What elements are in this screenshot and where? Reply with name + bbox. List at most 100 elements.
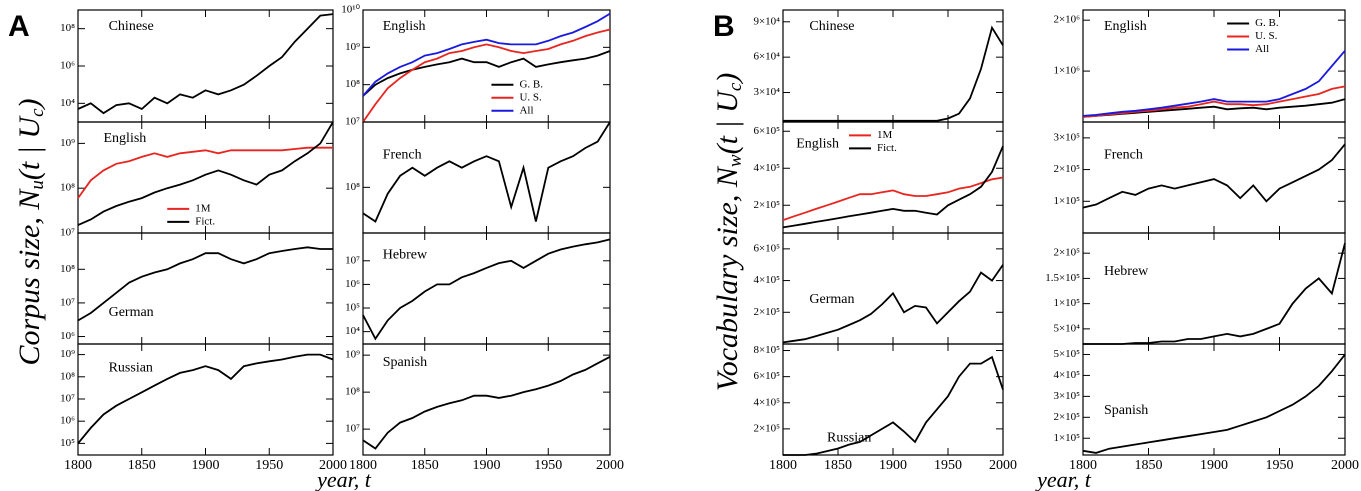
y-axis-label-part: w [725, 154, 746, 167]
series-line [77, 121, 334, 226]
y-tick-label: 10⁸ [60, 22, 75, 34]
y-tick-label: 10⁷ [345, 254, 360, 266]
panel-frame [782, 343, 1004, 456]
series-line [1082, 143, 1346, 209]
panel: 3×10⁴ 6×10⁴ 9×10⁴ Chinese [753, 9, 1004, 123]
y-tick-label: 10⁷ [345, 423, 360, 435]
x-tick-label: 1900 [879, 458, 907, 473]
y-tick-label: 3×10⁵ [1053, 390, 1080, 402]
y-tick-label: 2×10⁵ [753, 306, 780, 318]
panel-title: Spanish [1104, 403, 1148, 418]
y-tick-label: 6×10⁵ [753, 125, 780, 137]
x-tick-label: 1900 [473, 458, 501, 473]
panel-title: Hebrew [383, 247, 428, 262]
series-line [782, 264, 1004, 344]
panel: 10⁶ 10⁷ 10⁸ German [60, 232, 334, 345]
legend-label: U. S. [519, 91, 542, 103]
x-tick-label: 2000 [989, 458, 1017, 473]
x-tick-label: 1950 [534, 458, 562, 473]
x-tick-label: 1950 [1266, 458, 1294, 473]
y-tick-label: 2×10⁵ [1053, 163, 1080, 175]
x-tick-label: 1800 [349, 458, 377, 473]
panel-title: French [383, 148, 422, 163]
series-line [77, 246, 333, 322]
x-tick-label: 1850 [128, 458, 156, 473]
y-tick-label: 9×10⁴ [753, 15, 780, 27]
legend-label: All [1255, 43, 1269, 55]
y-tick-label: 1.5×10⁵ [1045, 272, 1080, 284]
y-tick-label: 1×10⁵ [1053, 195, 1080, 207]
panel-frame [1082, 343, 1346, 456]
panel-title: English [1104, 19, 1147, 34]
legend-label: 1M [195, 202, 211, 214]
y-tick-label: 6×10⁴ [753, 51, 780, 63]
panel-title: Chinese [809, 19, 854, 34]
y-tick-label: 10⁸ [60, 182, 75, 194]
series-line [362, 121, 611, 223]
y-tick-label: 1×10⁵ [1053, 297, 1080, 309]
y-tick-label: 10⁸ [345, 386, 360, 398]
y-tick-label: 3×10⁴ [753, 86, 780, 98]
y-axis-label-part: Corpus size, N [13, 188, 46, 366]
y-tick-label: 10⁹ [345, 349, 360, 361]
x-tick-label: 1850 [411, 458, 439, 473]
panel: 10⁸ French [345, 121, 611, 234]
y-tick-label: 2×10⁶ [1053, 14, 1080, 26]
y-axis-label-part: ) [711, 73, 744, 85]
series-line [362, 50, 611, 97]
y-axis-label: Vocabulary size, Nw(t | Uc) [711, 73, 746, 392]
y-tick-label: 10¹⁰ [341, 4, 360, 16]
series-line [782, 176, 1004, 221]
x-tick-label: 1800 [1069, 458, 1097, 473]
panel: 1×10⁵ 2×10⁵ 3×10⁵ French [1053, 121, 1346, 234]
x-axis-label: year, t [1035, 467, 1092, 491]
x-tick-label: 2000 [1331, 458, 1359, 473]
panel-frame [1082, 121, 1346, 234]
x-tick-label: 2000 [319, 458, 347, 473]
y-tick-label: 1×10⁶ [1053, 65, 1080, 77]
panel: 5×10⁴ 1×10⁵ 1.5×10⁵ 2×10⁵ Hebrew [1045, 232, 1346, 345]
y-axis-label-part: ) [13, 98, 46, 110]
y-tick-label: 10⁶ [345, 278, 360, 290]
legend-label: All [519, 104, 533, 116]
panel: 10⁵ 10⁶ 10⁷ 10⁸ 10⁹ 1800 1850 1900 1950 2000 Russi… [60, 343, 347, 473]
y-tick-label: 2×10⁵ [1053, 411, 1080, 423]
series-line [77, 146, 333, 199]
y-tick-label: 10⁸ [60, 370, 75, 382]
series-line [783, 25, 1004, 122]
y-axis-label-part: Vocabulary size, N [711, 165, 744, 391]
panel-title: Russian [827, 431, 871, 446]
y-tick-label: 6×10⁵ [753, 242, 780, 254]
series-line [77, 353, 334, 444]
legend-label: 1M [877, 129, 893, 141]
y-tick-label: 10⁷ [60, 296, 75, 308]
y-tick-label: 10⁴ [60, 97, 75, 109]
panel-letter: B [713, 10, 735, 43]
legend-label: Fict. [877, 142, 897, 154]
y-axis-label-part: c [27, 108, 48, 117]
panel-title: German [109, 305, 154, 320]
y-tick-label: 10⁶ [60, 415, 75, 427]
y-tick-label: 10⁶ [60, 330, 75, 342]
y-tick-label: 3×10⁵ [1053, 131, 1080, 143]
panel: 2×10⁵ 4×10⁵ 6×10⁵ 8×10⁵ 1800 1850 1900 1950 2000… [753, 343, 1017, 473]
series-line [1082, 353, 1346, 454]
y-tick-label: 4×10⁵ [753, 162, 780, 174]
y-axis-label-part: (t | U [711, 89, 744, 155]
panel-title: English [383, 19, 426, 34]
x-tick-label: 1850 [1135, 458, 1163, 473]
x-tick-label: 1950 [934, 458, 962, 473]
panel-title: English [104, 131, 147, 146]
panel: 10⁷ 10⁸ 10⁹ 10¹⁰ English G. B.U. S.All [341, 4, 611, 128]
x-tick-label: 2000 [596, 458, 624, 473]
y-tick-label: 2×10⁵ [753, 422, 780, 434]
y-tick-label: 6×10⁵ [753, 370, 780, 382]
series-line [362, 28, 611, 123]
y-tick-label: 4×10⁵ [753, 396, 780, 408]
y-axis-label-part: u [27, 180, 48, 190]
y-tick-label: 10⁷ [345, 116, 360, 128]
series-line [782, 145, 1004, 229]
legend-label: G. B. [519, 78, 543, 90]
y-tick-label: 2×10⁵ [753, 199, 780, 211]
